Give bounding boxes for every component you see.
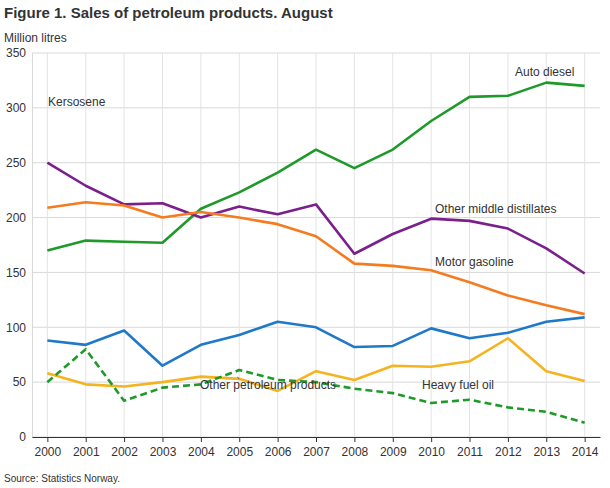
tick: 2003 <box>150 437 177 459</box>
tick-mark <box>431 437 432 442</box>
tick-label: 2001 <box>73 445 100 459</box>
grid-line <box>392 53 393 437</box>
tick: 2002 <box>111 437 138 459</box>
series-label: Other middle distillates <box>435 202 556 216</box>
tick-mark <box>508 437 509 442</box>
grid <box>32 53 600 437</box>
tick-mark <box>546 437 547 442</box>
tick: 2012 <box>495 437 522 459</box>
tick-mark <box>393 437 394 442</box>
tick-mark <box>201 437 202 442</box>
tick-mark <box>470 437 471 442</box>
series-line <box>47 349 584 423</box>
tick-mark <box>278 437 279 442</box>
series-labels: Auto diesel Other middle distillates Motor… <box>48 65 574 392</box>
grid-line <box>47 53 48 437</box>
tick-label: 2003 <box>150 445 177 459</box>
grid-line <box>546 53 547 437</box>
tick: 2001 <box>73 437 100 459</box>
tick: 2011 <box>457 437 483 459</box>
tick: 2014 <box>572 437 599 459</box>
tick-label: 150 <box>6 266 26 280</box>
tick: 2006 <box>265 437 292 459</box>
series-label: Heavy fuel oil <box>422 378 494 392</box>
tick: 0 <box>19 430 32 444</box>
grid-line <box>85 53 86 437</box>
tick: 2004 <box>188 437 215 459</box>
tick-label: 250 <box>6 156 26 170</box>
grid-line <box>584 53 585 437</box>
tick: 2008 <box>342 437 369 459</box>
series-label: Kersosene <box>48 95 106 109</box>
tick-mark <box>47 437 48 442</box>
series-line <box>47 163 584 274</box>
tick: 100 <box>6 321 32 335</box>
tick: 2005 <box>226 437 253 459</box>
tick-label: 2008 <box>342 445 369 459</box>
tick: 2000 <box>34 437 61 459</box>
tick-label: 300 <box>6 101 26 115</box>
tick: 250 <box>6 156 32 170</box>
tick-label: 2005 <box>226 445 253 459</box>
tick: 150 <box>6 266 32 280</box>
series-line <box>47 202 584 314</box>
series-line <box>47 83 584 251</box>
tick-mark <box>162 437 163 442</box>
tick-label: 2013 <box>533 445 560 459</box>
axis-line <box>32 54 33 438</box>
source: Source: Statistics Norway. <box>4 473 120 484</box>
series-label: Other petroleum products <box>200 378 336 392</box>
tick: 2010 <box>418 437 445 459</box>
tick: 350 <box>6 46 32 60</box>
tick-label: 2000 <box>34 445 61 459</box>
tick-mark <box>316 437 317 442</box>
tick-mark <box>585 437 586 442</box>
tick-label: 2002 <box>111 445 138 459</box>
tick-label: 2006 <box>265 445 292 459</box>
tick: 300 <box>6 101 32 115</box>
tick: 2007 <box>303 437 330 459</box>
tick: 200 <box>6 211 32 225</box>
tick-label: 100 <box>6 321 26 335</box>
tick-mark <box>124 437 125 442</box>
y-axis: 0 50 100 150 200 250 300 350 <box>6 46 33 444</box>
tick-label: 2012 <box>495 445 522 459</box>
tick-label: 350 <box>6 46 26 60</box>
tick-label: 2009 <box>380 445 407 459</box>
grid-line <box>162 53 163 437</box>
tick-label: 2011 <box>457 445 483 459</box>
grid-line <box>507 53 508 437</box>
title: Figure 1. Sales of petroleum products. A… <box>4 4 333 21</box>
tick: 50 <box>13 375 32 389</box>
y-label: Million litres <box>4 31 67 45</box>
tick-label: 50 <box>13 375 27 389</box>
tick-label: 2007 <box>303 445 330 459</box>
tick: 2013 <box>533 437 560 459</box>
tick-mark <box>86 437 87 442</box>
series-label: Motor gasoline <box>435 255 514 269</box>
tick-label: 2004 <box>188 445 215 459</box>
grid-line <box>124 53 125 437</box>
chart: Figure 1. Sales of petroleum products. A… <box>0 0 610 488</box>
tick-label: 2014 <box>572 445 599 459</box>
tick-label: 200 <box>6 211 26 225</box>
tick-mark <box>239 437 240 442</box>
tick-label: 0 <box>19 430 26 444</box>
tick-label: 2010 <box>418 445 445 459</box>
series-label: Auto diesel <box>515 65 574 79</box>
tick: 2009 <box>380 437 407 459</box>
plot-area <box>47 83 584 423</box>
tick-mark <box>354 437 355 442</box>
x-axis: 2000 2001 2002 2003 2004 2005 2006 2007 2008 2009… <box>33 437 601 459</box>
